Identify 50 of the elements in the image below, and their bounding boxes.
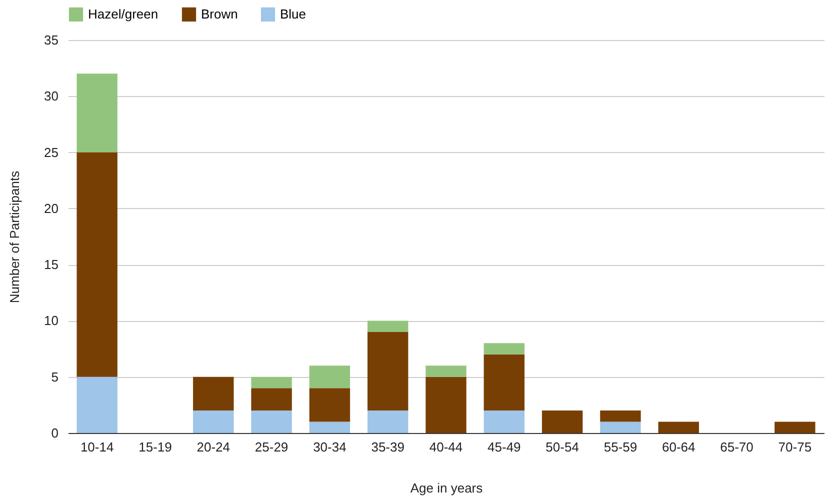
x-tick-label: 40-44 — [429, 440, 463, 454]
bar — [484, 410, 525, 433]
x-axis-title: Age in years — [410, 480, 484, 496]
bar — [774, 422, 816, 433]
x-tick-label: 10-14 — [80, 440, 114, 454]
x-tick-label: 45-49 — [488, 440, 521, 454]
x-tick-label: 30-34 — [313, 440, 346, 454]
x-tick-label: 35-39 — [371, 440, 404, 454]
bar — [367, 320, 408, 332]
bar — [76, 376, 118, 433]
y-tick-label: 35 — [44, 32, 58, 48]
bar — [309, 422, 350, 433]
y-tick-label: 30 — [44, 88, 58, 104]
x-tick-label: 25-29 — [254, 440, 288, 454]
bar — [542, 410, 583, 433]
bar — [251, 388, 292, 411]
x-tick-label: 55-59 — [604, 440, 638, 454]
bar — [484, 343, 525, 354]
y-tick-label: 15 — [44, 257, 58, 272]
bar — [426, 376, 466, 433]
bar — [193, 376, 234, 411]
y-tick-label: 0 — [51, 426, 58, 440]
legend-label: Brown — [201, 6, 238, 22]
bar — [76, 74, 118, 152]
y-tick-label: 20 — [44, 200, 58, 216]
x-tick-label: 65-70 — [720, 440, 754, 454]
bar — [309, 388, 350, 422]
y-axis-title: Number of Participants — [7, 170, 22, 304]
x-tick-label: 15-19 — [138, 440, 172, 454]
y-tick-label: 5 — [51, 369, 58, 384]
bar — [309, 366, 350, 388]
x-tick-label: 50-54 — [546, 440, 579, 454]
bar — [193, 410, 234, 433]
bar — [367, 332, 408, 411]
x-tick-label: 60-64 — [662, 440, 696, 454]
bar — [251, 376, 292, 388]
legend-label: Hazel/green — [88, 6, 158, 22]
bar — [600, 422, 641, 433]
bar — [658, 422, 699, 433]
x-tick-label: 20-24 — [196, 440, 230, 454]
bar — [367, 410, 408, 433]
bar — [600, 410, 641, 422]
bar — [251, 410, 292, 433]
bar — [76, 152, 118, 377]
x-tick-label: 70-75 — [778, 440, 812, 454]
y-tick-label: 10 — [44, 313, 58, 328]
legend-label: Blue — [280, 6, 306, 22]
y-tick-label: 25 — [44, 144, 58, 160]
bar — [426, 366, 466, 377]
bar — [484, 354, 525, 411]
